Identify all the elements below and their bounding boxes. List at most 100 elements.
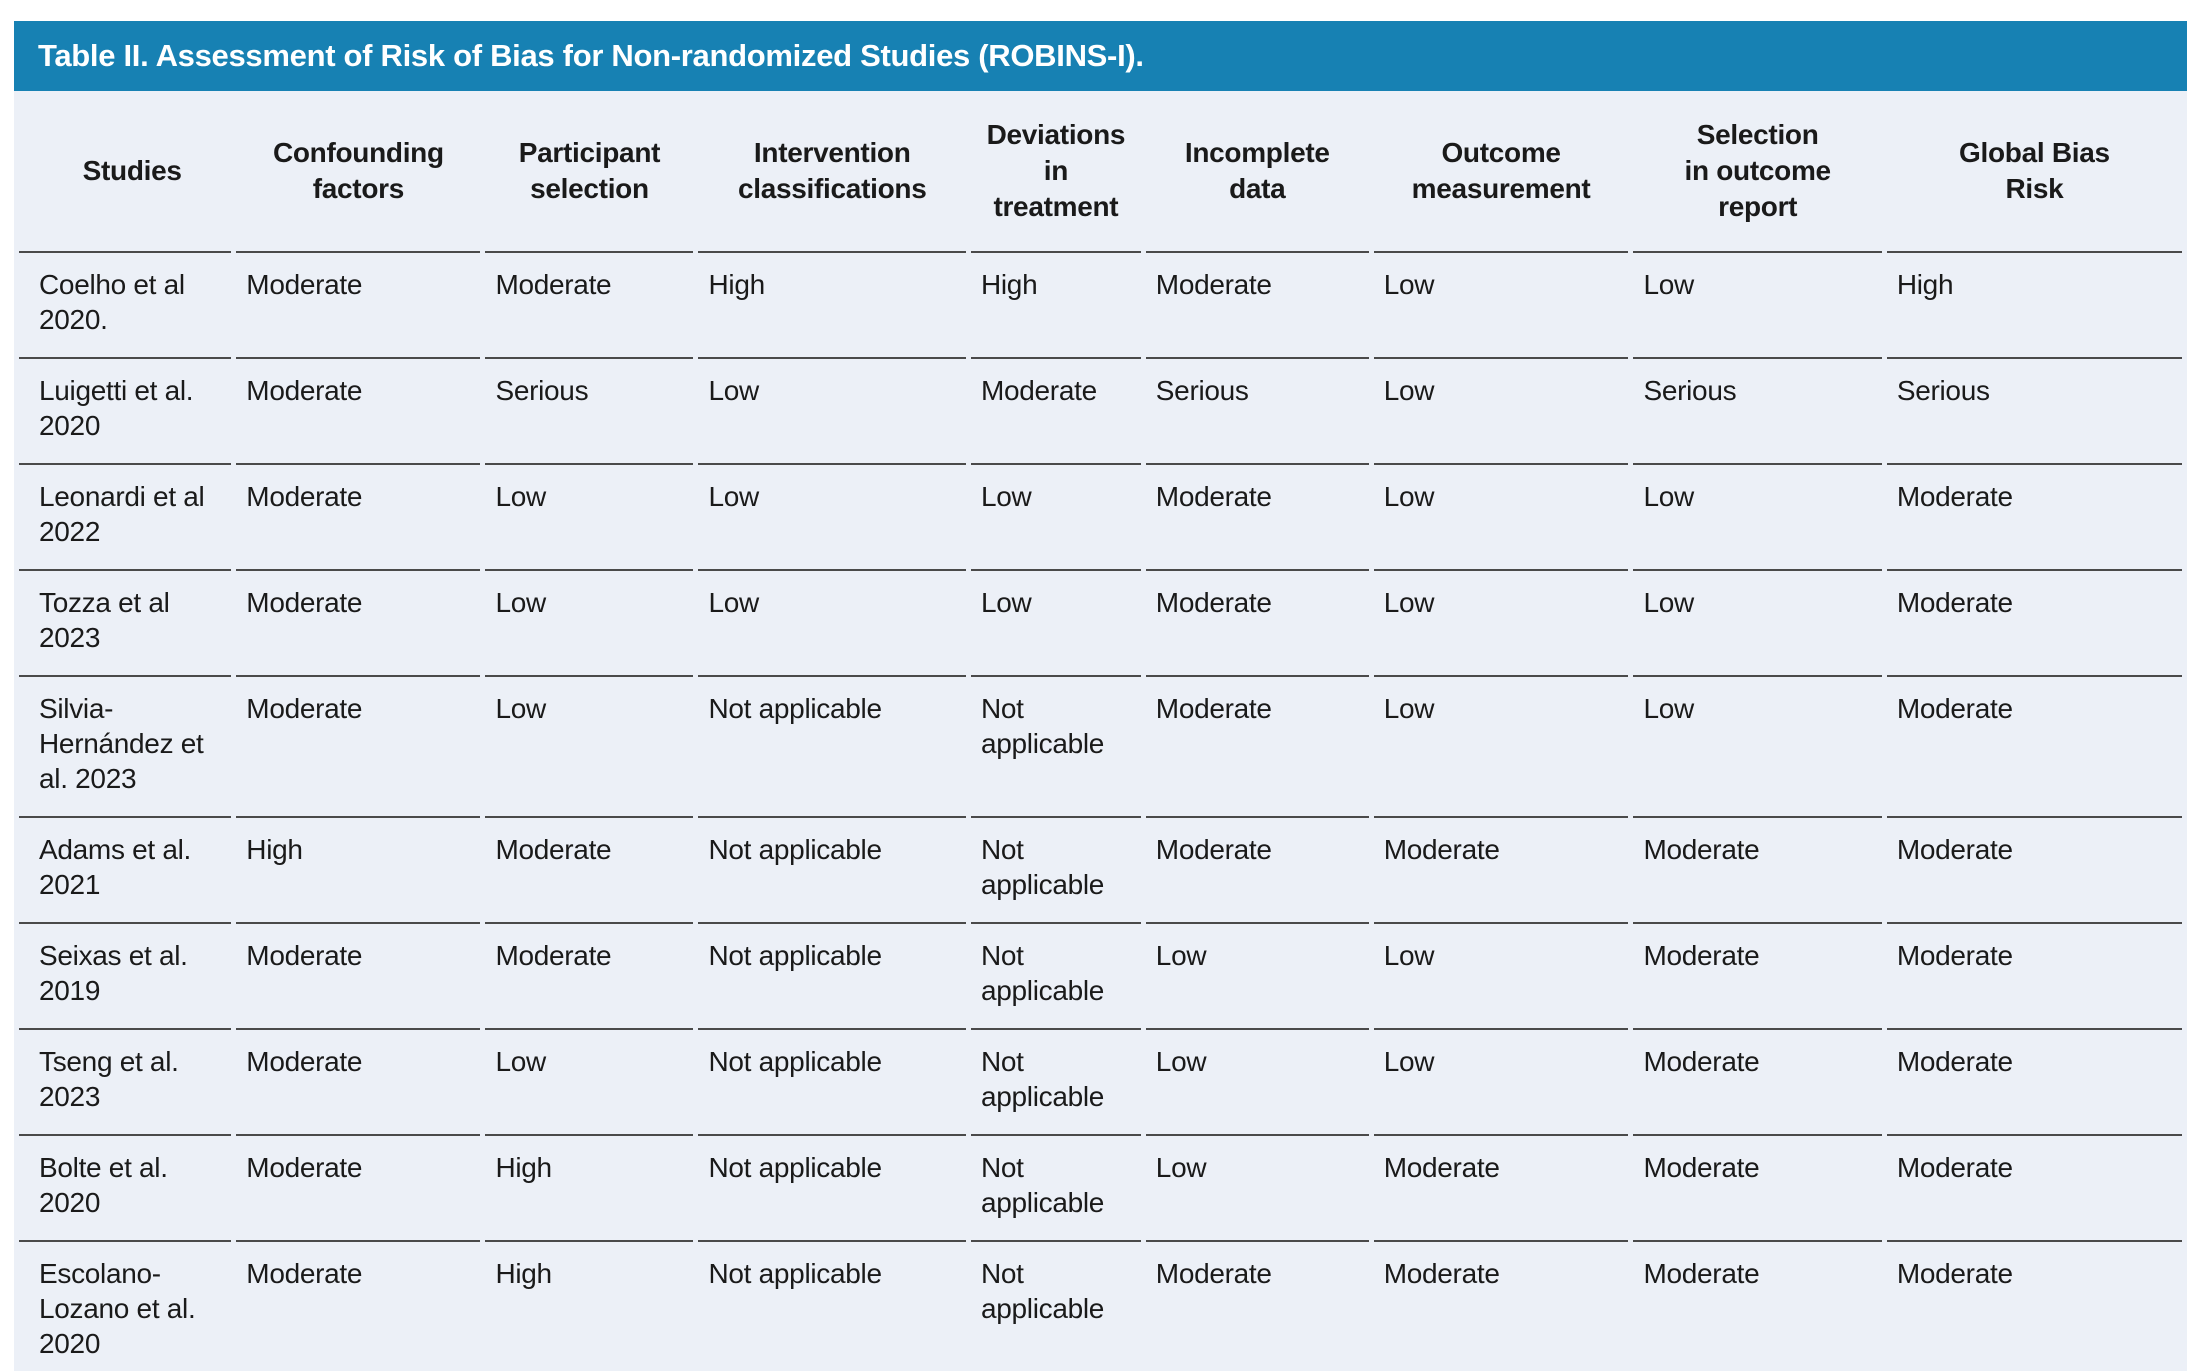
table-row: Luigetti et al. 2020 Moderate Serious Low Mo… (19, 359, 2182, 465)
table-row: Tseng et al. 2023 Moderate Low Not applicab… (19, 1030, 2182, 1136)
table-header: Studies Confounding factors Participant … (19, 91, 2182, 253)
cell-selection: Serious (1633, 359, 1882, 465)
cell-study-name: Luigetti et al. 2020 (19, 359, 232, 465)
cell-confounding: Moderate (236, 253, 481, 359)
table-row: Seixas et al. 2019 Moderate Moderate Not ap… (19, 924, 2182, 1030)
cell-global: Moderate (1886, 677, 2182, 818)
cell-outcome: Low (1373, 924, 1629, 1030)
cell-outcome: Low (1373, 571, 1629, 677)
table-row: Leonardi et al 2022 Moderate Low Low Low Mode… (19, 465, 2182, 571)
cell-outcome: Low (1373, 677, 1629, 818)
cell-study-name: Leonardi et al 2022 (19, 465, 232, 571)
cell-incomplete: Moderate (1145, 571, 1369, 677)
risk-of-bias-table: Studies Confounding factors Participant … (14, 91, 2187, 1371)
cell-global: Moderate (1886, 465, 2182, 571)
cell-deviations: High (970, 253, 1141, 359)
cell-deviations: Not applicable (970, 1030, 1141, 1136)
cell-participant: Moderate (485, 818, 694, 924)
cell-confounding: Moderate (236, 1030, 481, 1136)
cell-deviations: Not applicable (970, 818, 1141, 924)
cell-incomplete: Low (1145, 1136, 1369, 1242)
header-row: Studies Confounding factors Participant … (19, 91, 2182, 253)
column-header-intervention-classifications: Intervention classifications (698, 91, 966, 253)
cell-incomplete: Moderate (1145, 677, 1369, 818)
cell-intervention: Not applicable (698, 677, 966, 818)
cell-global: Moderate (1887, 1242, 2182, 1371)
cell-selection: Low (1633, 253, 1882, 359)
cell-selection: Low (1633, 571, 1882, 677)
table-row: Silvia-Hernández et al. 2023 Moderate Low N… (19, 677, 2182, 818)
cell-global: Moderate (1886, 1030, 2182, 1136)
column-header-selection-in-outcome-report: Selection in outcome report (1633, 91, 1882, 253)
cell-selection: Moderate (1633, 1242, 1881, 1371)
cell-confounding: Moderate (236, 924, 481, 1030)
cell-outcome: Low (1373, 465, 1629, 571)
cell-intervention: Not applicable (698, 818, 966, 924)
column-header-participant-selection: Participant selection (485, 91, 694, 253)
table-body: Coelho et al 2020. Moderate Moderate High Hi… (19, 253, 2182, 1371)
cell-study-name: Adams et al. 2021 (19, 818, 232, 924)
cell-participant: Moderate (485, 924, 694, 1030)
cell-intervention: Low (698, 359, 966, 465)
cell-study-name: Coelho et al 2020. (19, 253, 232, 359)
cell-deviations: Not applicable (970, 924, 1141, 1030)
table-row: Tozza et al 2023 Moderate Low Low Low Moderat… (19, 571, 2182, 677)
cell-participant: Moderate (485, 253, 694, 359)
cell-selection: Moderate (1633, 924, 1882, 1030)
cell-incomplete: Low (1145, 1030, 1369, 1136)
column-header-outcome-measurement: Outcome measurement (1373, 91, 1629, 253)
cell-intervention: Not applicable (698, 924, 966, 1030)
cell-confounding: High (236, 818, 481, 924)
cell-deviations: Low (970, 465, 1141, 571)
column-header-studies: Studies (19, 91, 232, 253)
cell-outcome: Moderate (1373, 818, 1629, 924)
table-title: Table II. Assessment of Risk of Bias for… (14, 21, 2187, 91)
cell-participant: Low (485, 1030, 694, 1136)
cell-outcome: Low (1373, 1030, 1629, 1136)
cell-confounding: Moderate (236, 1242, 480, 1371)
cell-study-name: Tozza et al 2023 (19, 571, 232, 677)
cell-intervention: Low (698, 571, 966, 677)
cell-incomplete: Moderate (1145, 253, 1369, 359)
cell-confounding: Moderate (236, 571, 481, 677)
cell-participant: Serious (485, 359, 694, 465)
cell-deviations: Moderate (970, 359, 1141, 465)
cell-deviations: Not applicable (970, 1136, 1141, 1242)
cell-confounding: Moderate (236, 465, 481, 571)
cell-incomplete: Moderate (1145, 465, 1369, 571)
cell-global: Moderate (1886, 818, 2182, 924)
cell-study-name: Silvia-Hernández et al. 2023 (19, 677, 232, 818)
cell-intervention: Not applicable (698, 1136, 966, 1242)
cell-global: Moderate (1886, 1136, 2182, 1242)
cell-confounding: Moderate (236, 359, 481, 465)
cell-incomplete: Low (1145, 924, 1369, 1030)
cell-global: High (1886, 253, 2182, 359)
column-header-deviations-in-treatment: Deviations in treatment (970, 91, 1141, 253)
cell-intervention: Not applicable (698, 1242, 965, 1371)
table-row: Coelho et al 2020. Moderate Moderate High Hi… (19, 253, 2182, 359)
cell-participant: Low (485, 465, 694, 571)
cell-incomplete: Serious (1145, 359, 1369, 465)
cell-intervention: Low (698, 465, 966, 571)
column-header-global-bias-risk: Global Bias Risk (1886, 91, 2182, 253)
cell-outcome: Low (1373, 253, 1629, 359)
cell-selection: Moderate (1633, 1030, 1882, 1136)
cell-study-name: Seixas et al. 2019 (19, 924, 232, 1030)
cell-study-name: Tseng et al. 2023 (19, 1030, 232, 1136)
cell-participant: High (485, 1242, 693, 1371)
cell-deviations: Not applicable (971, 1242, 1141, 1371)
cell-outcome: Low (1373, 359, 1629, 465)
cell-participant: Low (485, 571, 694, 677)
table-row: Bolte et al. 2020 Moderate High Not applica… (19, 1136, 2182, 1242)
cell-selection: Moderate (1633, 818, 1882, 924)
cell-participant: High (485, 1136, 694, 1242)
column-header-incomplete-data: Incomplete data (1145, 91, 1369, 253)
cell-study-name: Bolte et al. 2020 (19, 1136, 232, 1242)
cell-selection: Moderate (1633, 1136, 1882, 1242)
cell-global: Serious (1886, 359, 2182, 465)
table-row: Escolano-Lozano et al. 2020 Moderate High N… (19, 1242, 2182, 1371)
cell-participant: Low (485, 677, 694, 818)
cell-deviations: Not applicable (970, 677, 1141, 818)
cell-study-name: Escolano-Lozano et al. 2020 (19, 1242, 231, 1371)
